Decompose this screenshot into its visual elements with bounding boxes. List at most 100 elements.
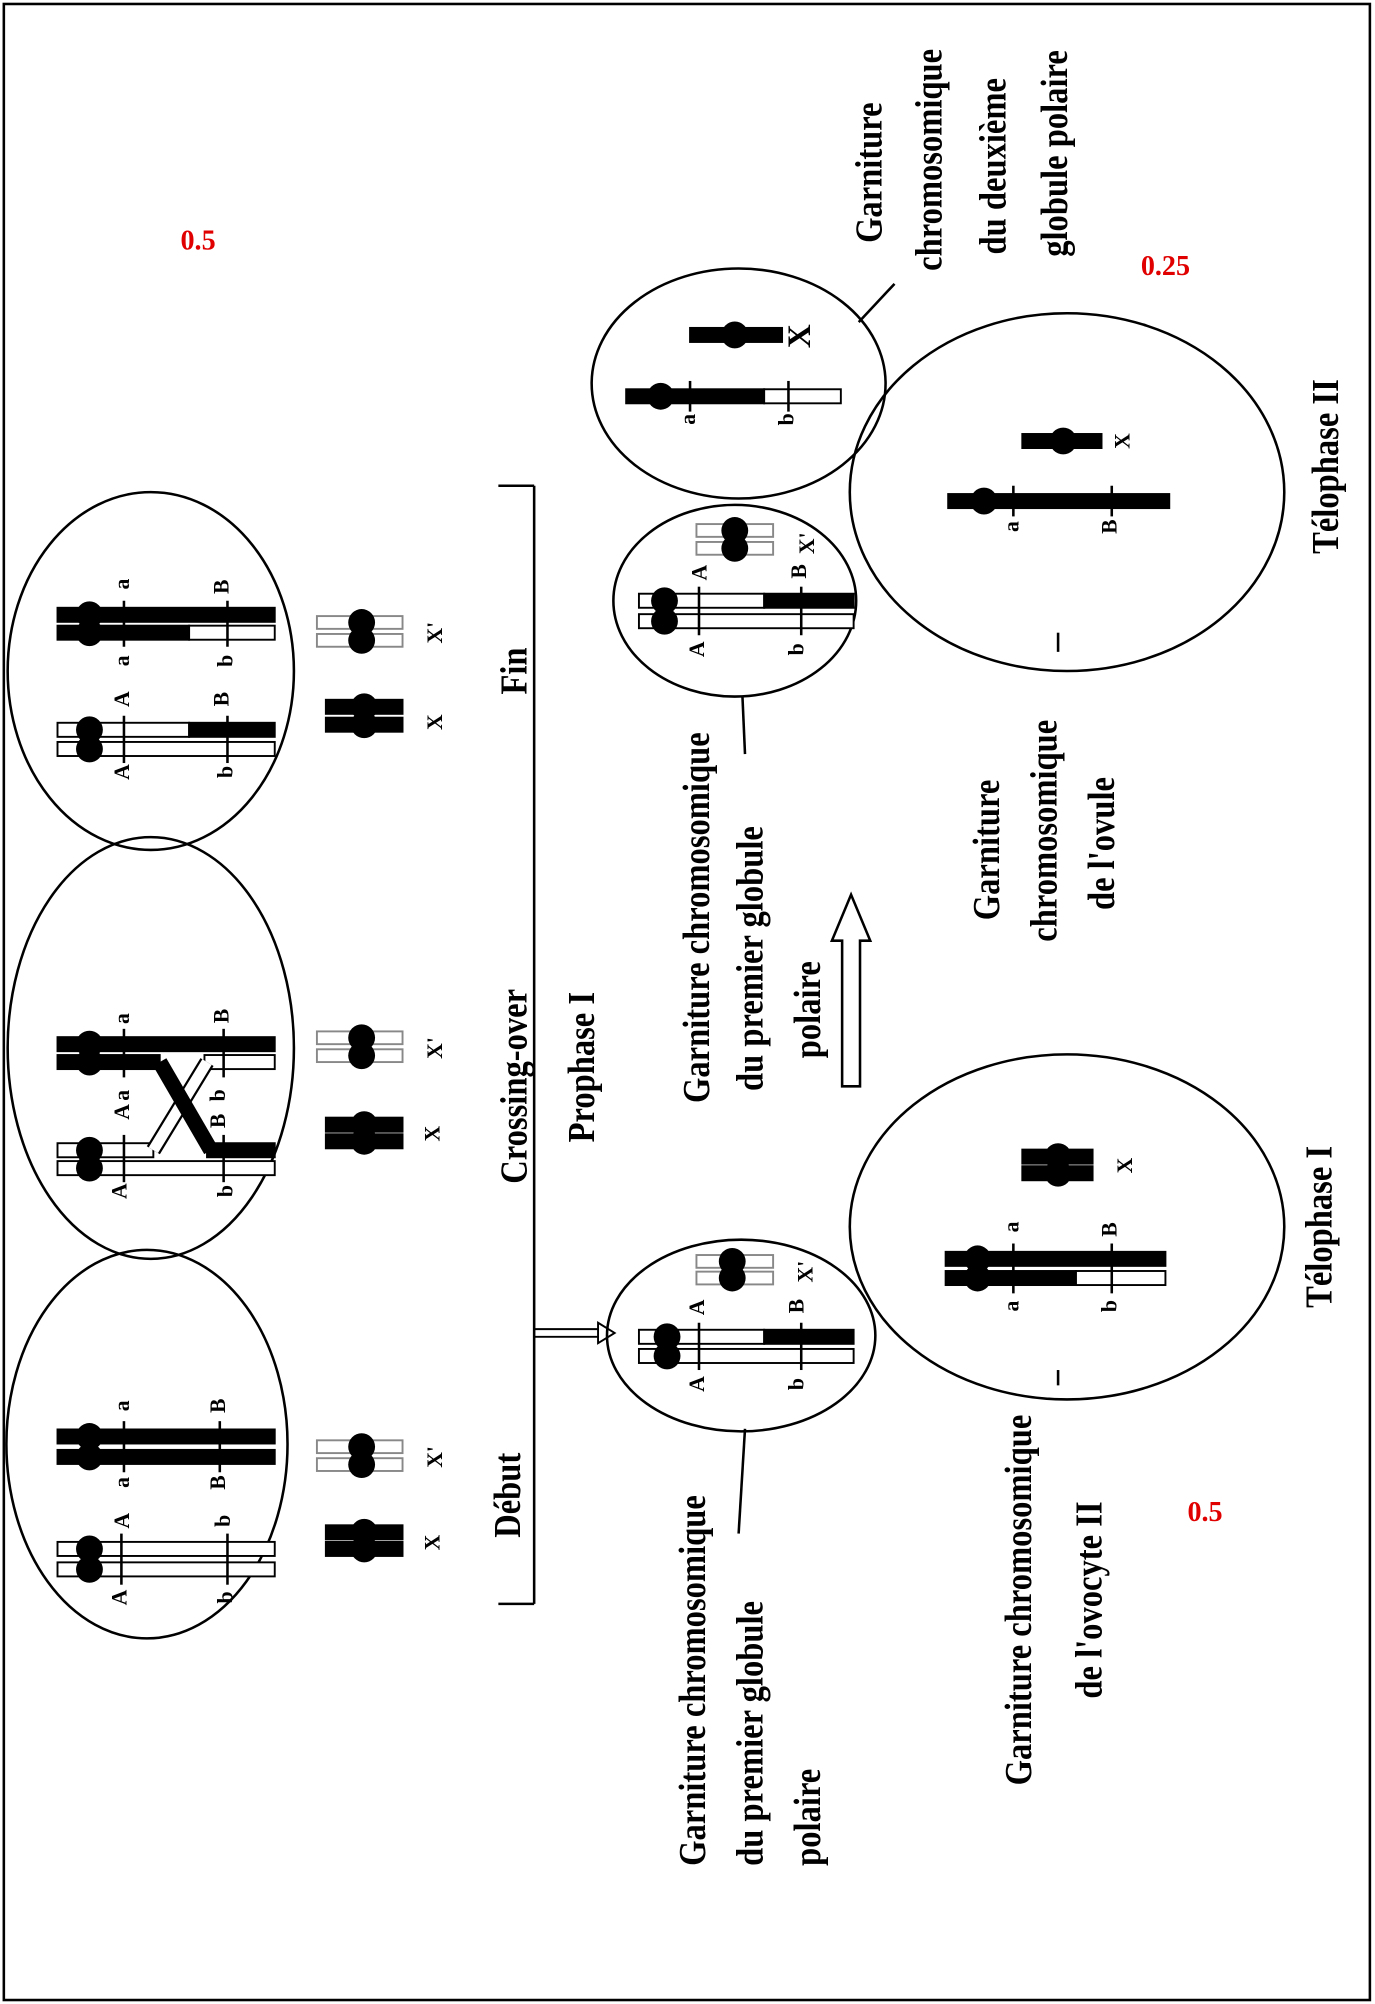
caption-line: polaire <box>786 961 829 1058</box>
gene-label: X' <box>795 532 819 554</box>
chromatid <box>207 1143 275 1157</box>
chromatid <box>1076 1271 1165 1285</box>
gene-label: A <box>110 1104 134 1120</box>
gene-label: A <box>107 1589 131 1605</box>
gene-label: X <box>1111 433 1135 449</box>
gene-label: B <box>210 579 234 594</box>
gene-label: A <box>110 691 134 707</box>
centromere <box>971 488 998 515</box>
gene-label: A <box>110 1513 134 1529</box>
gene-label: A <box>685 1376 709 1392</box>
gene-label: a <box>110 1090 134 1101</box>
centromere <box>964 1265 991 1292</box>
caption-line: de l'ovule <box>1080 777 1123 910</box>
centromere <box>351 711 378 738</box>
centromere <box>76 1049 103 1076</box>
gene-label: B <box>206 1399 230 1414</box>
gene-label: X <box>423 714 447 730</box>
centromere <box>76 1444 103 1471</box>
chromatid <box>58 1143 154 1157</box>
centromere <box>1050 428 1077 455</box>
centromere <box>719 1265 746 1292</box>
centromere <box>351 1536 378 1563</box>
phase-label: Prophase I <box>560 992 603 1143</box>
centromere <box>647 383 674 410</box>
gene-label: A <box>110 764 134 780</box>
gene-label: A <box>685 641 709 657</box>
gene-label: b <box>1098 1300 1122 1312</box>
gene-label: X <box>420 1125 444 1141</box>
centromere <box>651 608 678 635</box>
gene-label: X' <box>423 1446 447 1468</box>
gene-label: X <box>1113 1157 1137 1173</box>
page: AAbbaaBBXX'DébutAAbaBbaBXX'Crossing-over… <box>0 0 1375 2004</box>
gene-label: a <box>999 1221 1023 1232</box>
gene-label: B <box>210 692 234 707</box>
chromatid <box>189 626 275 640</box>
stage-label: Télophase I <box>1297 1146 1340 1308</box>
caption-line: Garniture <box>965 780 1008 921</box>
gene-label: a <box>110 1013 134 1024</box>
gene-label: a <box>110 1477 134 1488</box>
centromere <box>76 619 103 646</box>
gene-label: A <box>688 564 712 580</box>
caption-line: polaire <box>786 1769 829 1866</box>
caption-line: Garniture chromosomique <box>675 732 718 1103</box>
chromatid <box>204 1055 274 1069</box>
centromere <box>348 1451 375 1478</box>
gene-label: b <box>213 766 237 778</box>
chromatid <box>764 1330 853 1344</box>
centromere <box>76 736 103 763</box>
stage-label: Fin <box>492 647 535 694</box>
gene-label: X' <box>423 622 447 644</box>
gene-label: A <box>685 1299 709 1315</box>
gene-label: B <box>206 1114 230 1129</box>
caption-line: du premier globule <box>728 826 771 1091</box>
centromere <box>351 1128 378 1155</box>
caption-line: chromosomique <box>907 49 950 271</box>
diagram: AAbbaaBBXX'DébutAAbaBbaBXX'Crossing-over… <box>0 0 1375 2004</box>
gene-label: a <box>676 414 700 425</box>
chromatid <box>189 723 275 737</box>
centromere <box>654 1343 681 1370</box>
gene-label: b <box>206 1089 230 1101</box>
centromere <box>721 322 748 349</box>
gene-label: X' <box>423 1037 447 1059</box>
gene-label: X <box>420 1534 444 1550</box>
stage-label: Crossing-over <box>492 989 535 1184</box>
chromatid <box>764 389 841 403</box>
gene-label: a <box>999 1301 1023 1312</box>
score: 0.5 <box>181 225 216 256</box>
gene-label: b <box>213 1185 237 1197</box>
gene-label: b <box>211 1515 235 1527</box>
centromere <box>348 627 375 654</box>
centromere <box>76 1556 103 1583</box>
gene-label: a <box>110 655 134 666</box>
caption-line: globule polaire <box>1032 50 1075 257</box>
gene-label: B <box>787 564 811 579</box>
centromere <box>348 1042 375 1069</box>
gene-label: a <box>110 579 134 590</box>
score: 0.5 <box>1187 1497 1222 1528</box>
gene-label: b <box>774 413 798 425</box>
caption-line: du deuxième <box>971 78 1014 254</box>
score: 0.25 <box>1141 251 1190 282</box>
gene-label: b <box>785 643 809 655</box>
centromere <box>76 1155 103 1182</box>
caption-line: chromosomique <box>1022 720 1065 942</box>
caption-line: Garniture chromosomique <box>997 1415 1040 1786</box>
centromere <box>1045 1160 1072 1187</box>
chromatid <box>58 1055 160 1069</box>
gene-label: B <box>785 1299 809 1314</box>
gene-label: B <box>210 1009 234 1024</box>
gene-label: B <box>1098 1222 1122 1237</box>
gene-label: b <box>785 1378 809 1390</box>
centromere <box>721 535 748 562</box>
caption-line: Garniture chromosomique <box>671 1495 714 1866</box>
gene-label: a <box>110 1400 134 1411</box>
gene-label: X' <box>794 1261 818 1283</box>
gene-label: X <box>781 324 818 348</box>
gene-label: b <box>213 655 237 667</box>
gene-label: B <box>206 1475 230 1490</box>
stage-label: Télophase II <box>1303 379 1346 554</box>
